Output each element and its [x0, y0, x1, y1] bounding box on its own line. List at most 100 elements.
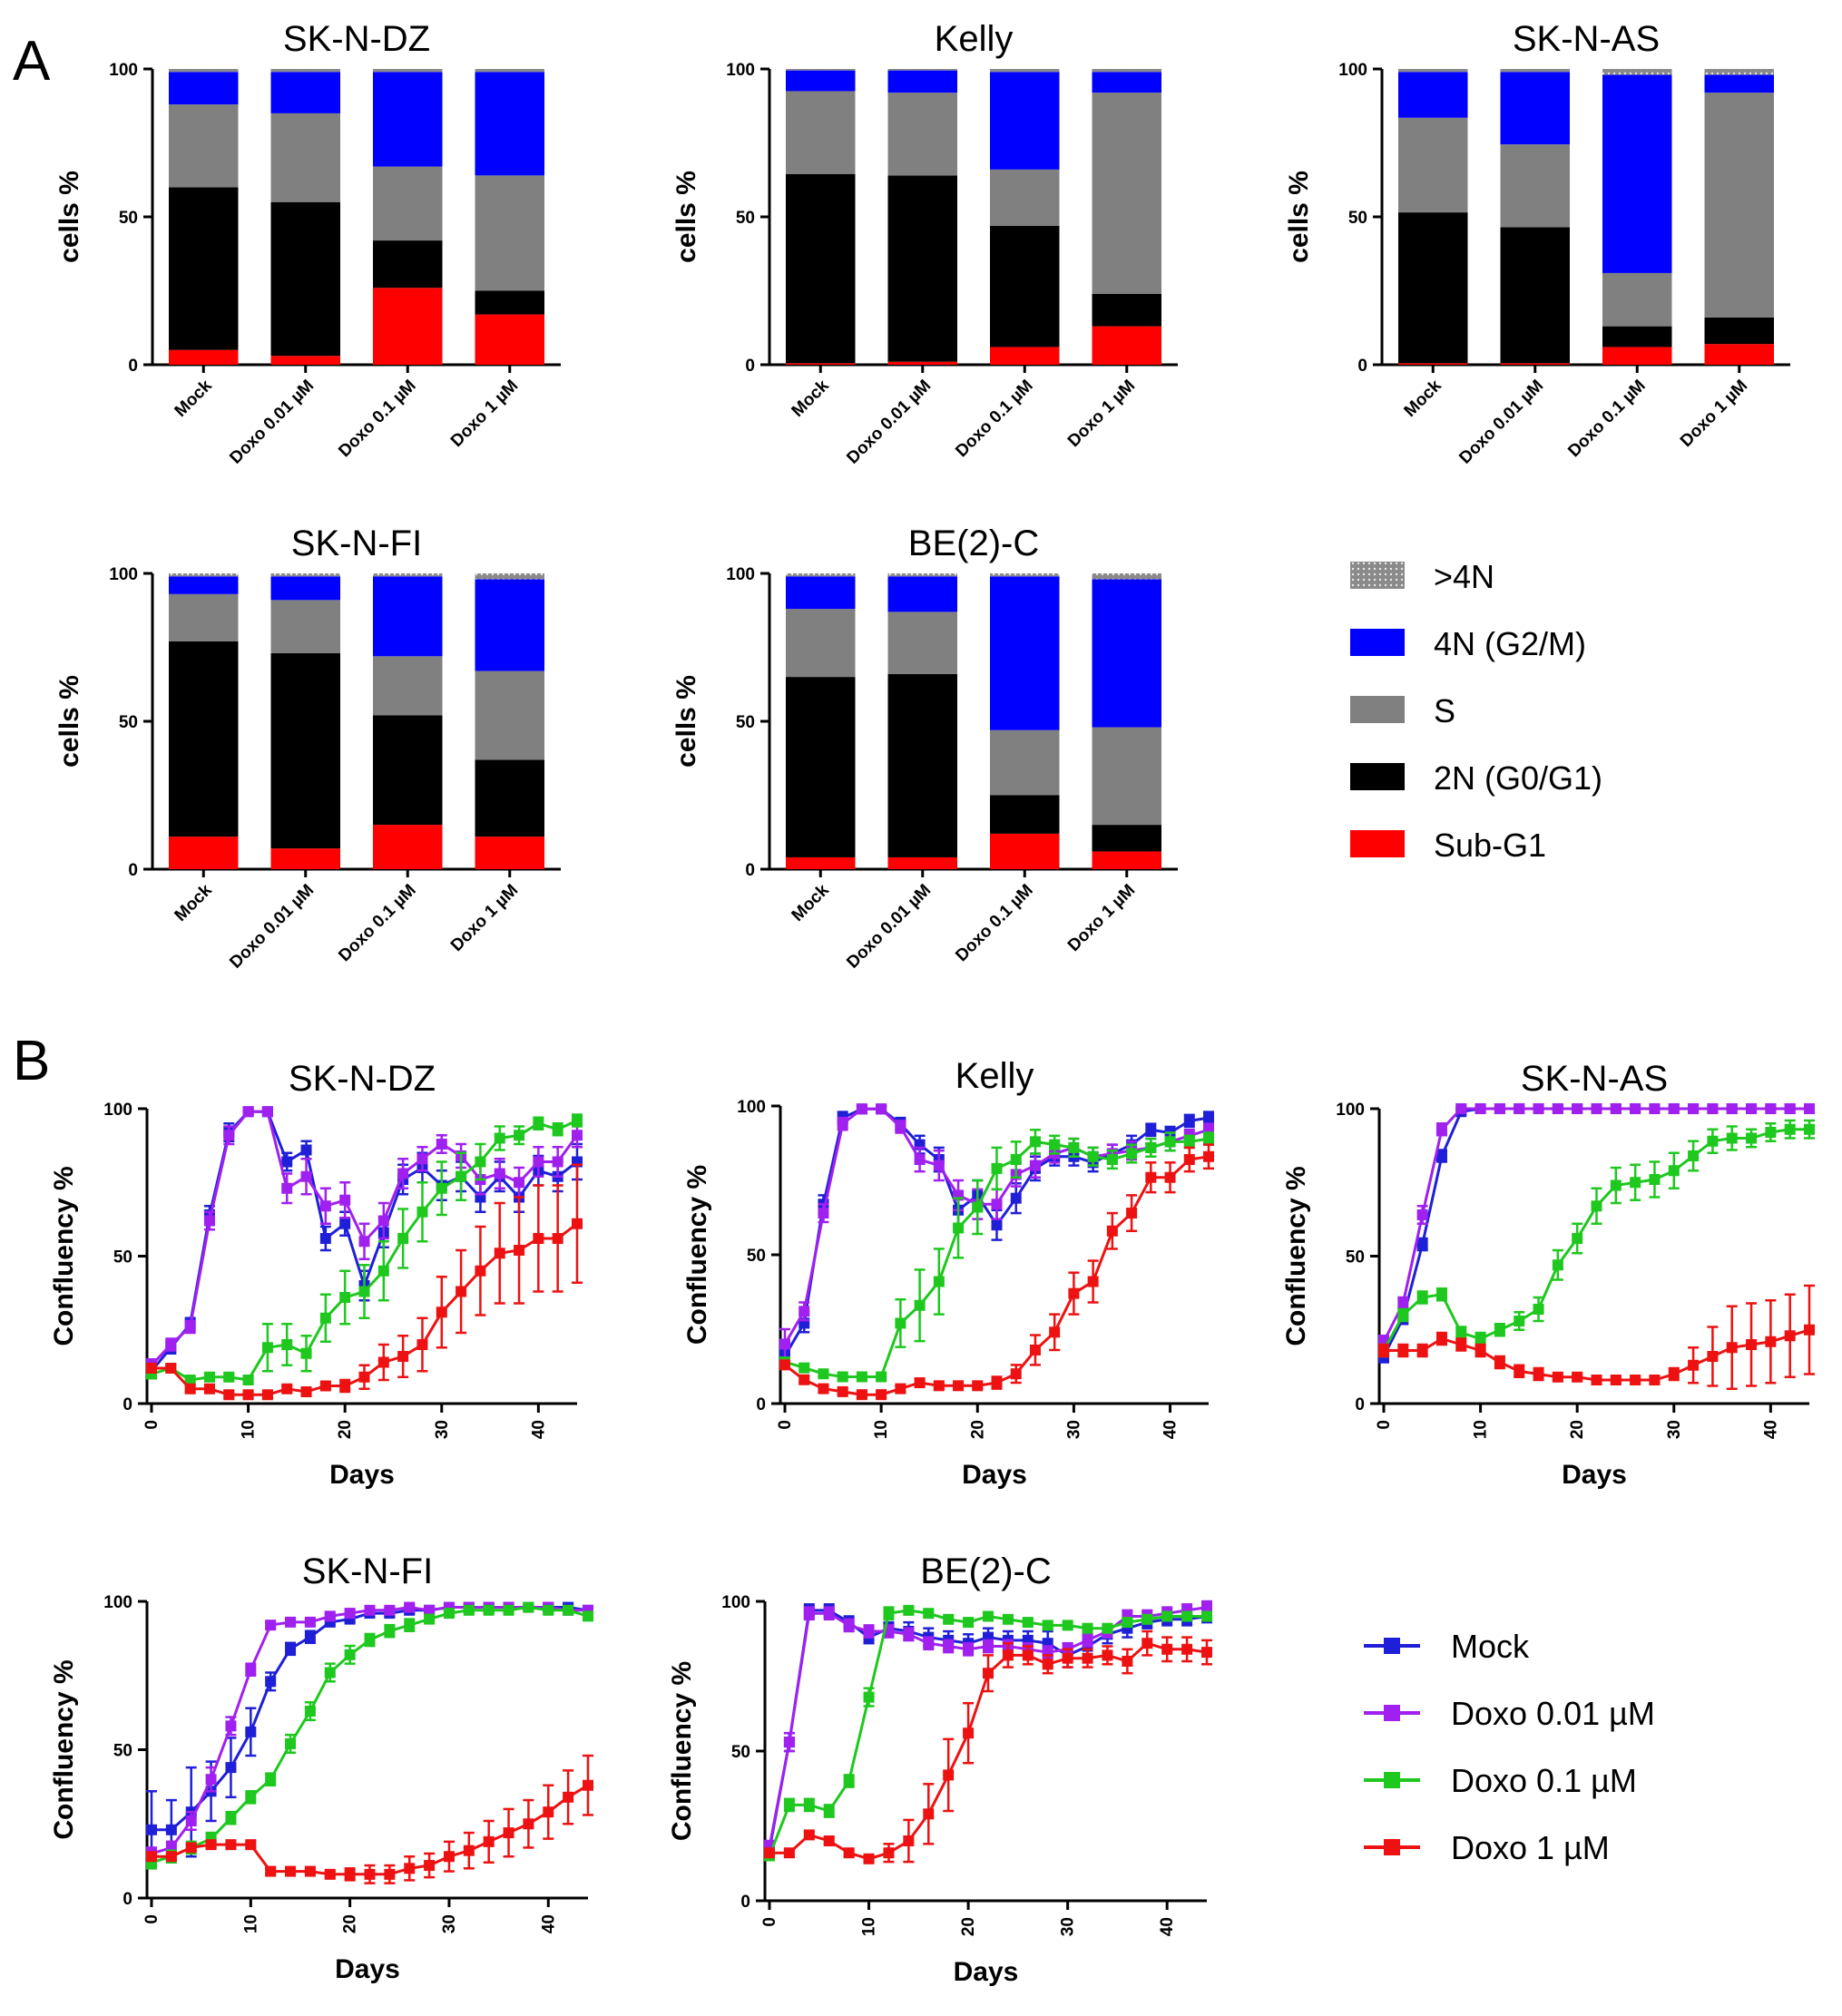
bar-segment-g2m — [169, 576, 239, 594]
y-tick-label: 100 — [103, 1101, 132, 1120]
data-point — [344, 1649, 356, 1660]
data-point — [1126, 1148, 1138, 1160]
data-point — [261, 1106, 273, 1118]
y-tick-label: 100 — [721, 1593, 750, 1612]
data-point — [1707, 1351, 1719, 1362]
data-point — [514, 1177, 525, 1189]
data-point — [165, 1851, 177, 1863]
bar-segment-g2m — [1092, 72, 1161, 93]
chart-b3: SK-N-AS 0 50 100 Confluency % 0 10 20 30 40 Days — [1281, 1059, 1815, 1490]
bar-segment-s — [887, 612, 957, 674]
data-point — [475, 1265, 486, 1277]
data-point — [1552, 1259, 1563, 1271]
data-point — [1514, 1316, 1525, 1326]
data-point — [319, 1233, 331, 1244]
y-tick-label: 0 — [745, 861, 755, 880]
data-point — [1416, 1238, 1428, 1250]
data-point — [1707, 1103, 1719, 1114]
data-point — [339, 1380, 351, 1392]
data-point — [339, 1292, 351, 1303]
legend-swatch — [1350, 763, 1405, 790]
bar-segment-subg1 — [1398, 363, 1468, 365]
data-point — [1002, 1649, 1014, 1661]
data-point — [563, 1791, 574, 1803]
data-point — [1475, 1103, 1486, 1114]
data-point — [914, 1377, 926, 1389]
data-point — [1029, 1160, 1041, 1171]
chart-title: SK-N-AS — [1521, 1059, 1668, 1099]
data-point — [265, 1865, 277, 1877]
x-tick-label: 0 — [142, 1420, 162, 1430]
bar-segment-s — [169, 104, 239, 188]
data-point — [1804, 1324, 1815, 1336]
data-point — [1126, 1208, 1138, 1219]
data-point — [933, 1160, 945, 1171]
legend-label: >4N — [1434, 558, 1494, 595]
legend-item-subg1: Sub-G1 — [1350, 827, 1546, 864]
data-point — [146, 1824, 157, 1835]
series-line-doxo01 — [1382, 1128, 1809, 1352]
bar-segment-over4n — [786, 573, 856, 577]
data-point — [552, 1233, 563, 1244]
chart-title: BE(2)-C — [920, 1551, 1051, 1591]
category-label: Doxo 1 µM — [447, 377, 522, 451]
data-point — [572, 1218, 583, 1229]
data-point — [1784, 1103, 1796, 1114]
data-point — [1141, 1613, 1153, 1625]
data-point — [358, 1286, 370, 1297]
legend-item-doxo1: Doxo 1 µM — [1364, 1829, 1610, 1866]
data-point — [837, 1385, 848, 1397]
data-point — [242, 1389, 254, 1401]
bar-segment-subg1 — [373, 825, 443, 869]
data-point — [424, 1604, 436, 1616]
data-point — [895, 1121, 906, 1132]
data-point — [1784, 1330, 1796, 1342]
y-axis-label: cells % — [1284, 171, 1314, 263]
data-point — [1049, 1326, 1061, 1338]
legend-item-doxo001: Doxo 0.01 µM — [1364, 1695, 1655, 1732]
data-point — [1022, 1617, 1034, 1629]
y-tick-label: 100 — [1338, 61, 1367, 80]
bar-segment-g0g1 — [169, 187, 239, 350]
series-doxo01 — [779, 1128, 1214, 1383]
data-point — [281, 1339, 293, 1350]
series-doxo1 — [1378, 1284, 1815, 1390]
data-point — [1552, 1371, 1563, 1383]
bar-segment-g0g1 — [1092, 293, 1161, 327]
data-point — [1668, 1165, 1680, 1177]
bar-segment-over4n — [169, 69, 239, 73]
category-label: Mock — [171, 376, 216, 420]
x-tick-label: 30 — [440, 1914, 459, 1933]
data-point — [963, 1727, 975, 1739]
data-point — [1183, 1136, 1195, 1148]
data-point — [856, 1103, 867, 1115]
chart-b2: Kelly 0 50 100 Confluency % 0 10 20 30 40 Days — [682, 1056, 1214, 1490]
bar-segment-s — [1398, 117, 1468, 213]
data-point — [1145, 1124, 1157, 1136]
data-point — [783, 1847, 795, 1859]
data-point — [1591, 1375, 1602, 1385]
data-point — [494, 1168, 505, 1179]
bar-segment-g0g1 — [1602, 326, 1672, 347]
data-point — [1533, 1368, 1544, 1380]
x-axis-label: Days — [329, 1460, 395, 1490]
data-point — [146, 1363, 157, 1374]
data-point — [943, 1769, 955, 1781]
data-point — [1102, 1622, 1113, 1634]
data-point — [1181, 1643, 1193, 1655]
x-tick-label: 30 — [1059, 1917, 1078, 1936]
bar-segment-g2m — [887, 70, 957, 93]
data-point — [223, 1130, 235, 1141]
data-point — [245, 1726, 257, 1737]
data-point — [384, 1625, 396, 1637]
data-point — [146, 1851, 157, 1863]
bar-segment-subg1 — [990, 833, 1060, 869]
data-point — [823, 1608, 835, 1620]
data-point — [463, 1845, 475, 1856]
data-point — [1145, 1141, 1157, 1153]
bar-segment-s — [475, 670, 544, 760]
data-point — [304, 1705, 316, 1717]
data-point — [1087, 1276, 1099, 1287]
data-point — [963, 1643, 975, 1655]
